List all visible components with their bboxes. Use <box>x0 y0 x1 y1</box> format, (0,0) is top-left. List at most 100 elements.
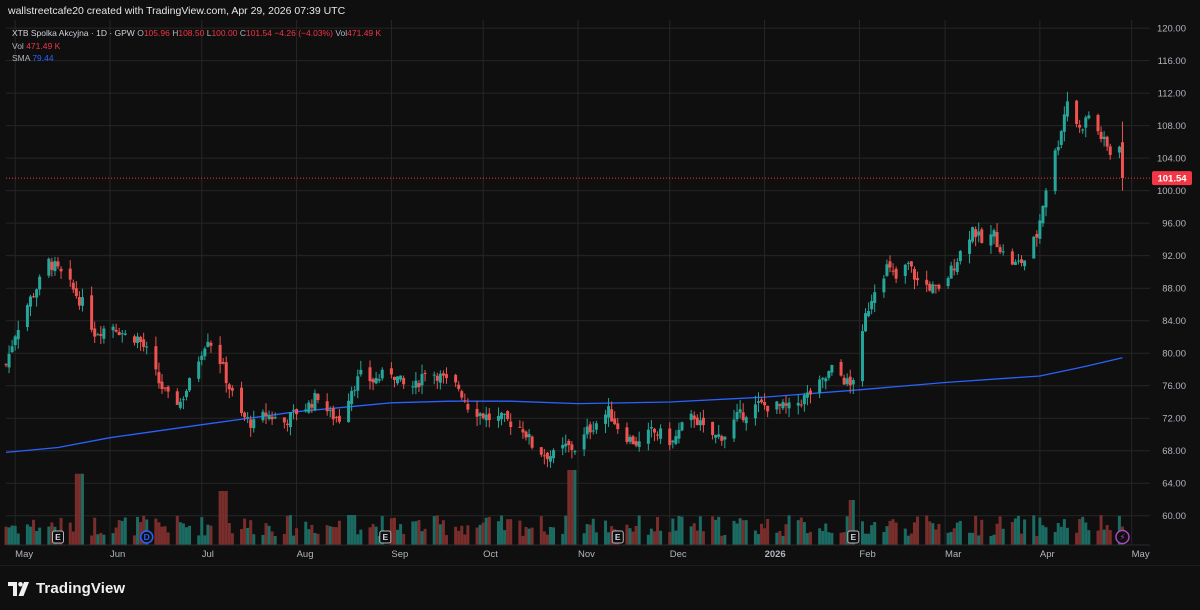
volume-bar <box>353 515 357 545</box>
volume-bar <box>848 500 852 545</box>
candle-body <box>230 387 234 391</box>
volume-bar <box>680 516 684 545</box>
candle-body <box>723 436 727 440</box>
volume-bar <box>313 532 317 545</box>
candle-body <box>894 268 898 279</box>
volume-bar <box>1035 535 1039 545</box>
candle-body <box>1065 101 1069 117</box>
candle-body <box>353 390 357 392</box>
candle-body <box>420 374 424 386</box>
volume-bar <box>331 526 335 545</box>
candle-body <box>402 378 406 385</box>
volume-bar <box>356 534 360 545</box>
candle-body <box>478 413 482 416</box>
volume-bar <box>775 532 779 545</box>
event-marker-label: D <box>144 532 150 542</box>
volume-bar <box>7 527 11 545</box>
volume-bar <box>744 520 748 545</box>
volume-bar <box>1023 519 1027 545</box>
candle-body <box>839 361 843 376</box>
price-tick-label: 72.00 <box>1162 414 1186 425</box>
volume-bar <box>931 523 935 545</box>
volume-bar <box>689 526 693 545</box>
last-price-line: 101.54 <box>6 171 1192 186</box>
volume-bar <box>197 535 201 545</box>
candle-body <box>203 348 207 357</box>
volume-bar <box>154 518 158 545</box>
candle-body <box>13 336 17 346</box>
volume-bar <box>460 525 464 545</box>
volume-bar <box>646 534 650 545</box>
volume-bar <box>288 515 292 545</box>
volume-bar <box>181 523 185 545</box>
volume-bar <box>166 532 170 545</box>
volume-bar <box>1102 529 1106 545</box>
candle-body <box>120 333 124 335</box>
volume-bar <box>414 521 418 545</box>
candle-body <box>7 353 11 368</box>
candle-body <box>4 364 8 366</box>
volume-bar <box>952 528 956 545</box>
volume-bar <box>842 532 846 545</box>
candle-body <box>411 386 415 388</box>
event-marker[interactable]: E <box>611 530 624 544</box>
volume-bar <box>243 518 247 545</box>
candle-body <box>756 401 760 403</box>
time-tick-label: Jun <box>110 549 125 560</box>
candle-body <box>417 383 421 388</box>
candle-body <box>1035 233 1039 238</box>
candle-body <box>659 428 663 439</box>
candle-body <box>824 378 828 382</box>
candle-body <box>677 429 681 439</box>
volume-bar <box>487 516 491 545</box>
event-marker[interactable]: E <box>847 530 860 544</box>
chart-svg[interactable]: 101.54 60.00 64.00 68.00 72.00 76.00 80.00 84.… <box>0 20 1200 565</box>
candle-body <box>206 341 210 348</box>
candle-body <box>441 373 445 376</box>
candle-body <box>1102 136 1106 139</box>
earnings-marker-icon <box>847 530 860 544</box>
event-marker[interactable]: E <box>52 530 64 544</box>
event-marker[interactable]: D <box>139 530 154 544</box>
event-marker[interactable]: ⚡ <box>1115 529 1130 545</box>
candle-body <box>74 288 78 297</box>
candle-body <box>178 401 182 408</box>
volume-bar <box>396 529 400 545</box>
volume-bar <box>530 527 534 545</box>
candle-body <box>968 239 972 254</box>
candle-body <box>958 251 962 262</box>
candle-body <box>530 436 534 448</box>
volume-bar <box>778 530 782 545</box>
price-chart[interactable]: 101.54 60.00 64.00 68.00 72.00 76.00 80.00 84.… <box>0 20 1200 565</box>
price-tick-label: 104.00 <box>1157 154 1186 165</box>
candle-body <box>496 415 500 421</box>
volume-bar <box>246 527 250 545</box>
candle-body <box>246 417 250 419</box>
time-axis: May Jun Jul Aug Sep Oct Nov Dec 2026 Feb Mar Apr May <box>6 544 1150 560</box>
candle-body <box>1075 100 1079 124</box>
candle-body <box>96 334 100 336</box>
event-marker[interactable]: E <box>379 530 392 544</box>
candle-body <box>796 402 800 406</box>
volume-bar <box>607 532 611 545</box>
volume-bar <box>1038 517 1042 545</box>
volume-bar <box>649 528 653 545</box>
volume-bar <box>885 526 889 545</box>
candle-body <box>903 264 907 276</box>
volume-bar <box>304 521 308 545</box>
time-tick-label: Nov <box>578 549 595 560</box>
candle-body <box>304 409 308 412</box>
candle-body <box>432 374 436 376</box>
candle-body <box>292 409 296 411</box>
volume-bar <box>570 470 574 545</box>
volume-bar <box>625 524 629 545</box>
volume-bar <box>466 525 470 545</box>
candle-body <box>139 336 143 343</box>
volume-bar <box>1078 519 1082 545</box>
volume-bar <box>99 532 103 545</box>
volume-bar <box>206 524 210 545</box>
tradingview-logo[interactable]: TradingView <box>8 580 125 597</box>
candle-body <box>909 261 913 267</box>
volume-bar <box>230 533 234 545</box>
candle-body <box>652 428 656 433</box>
